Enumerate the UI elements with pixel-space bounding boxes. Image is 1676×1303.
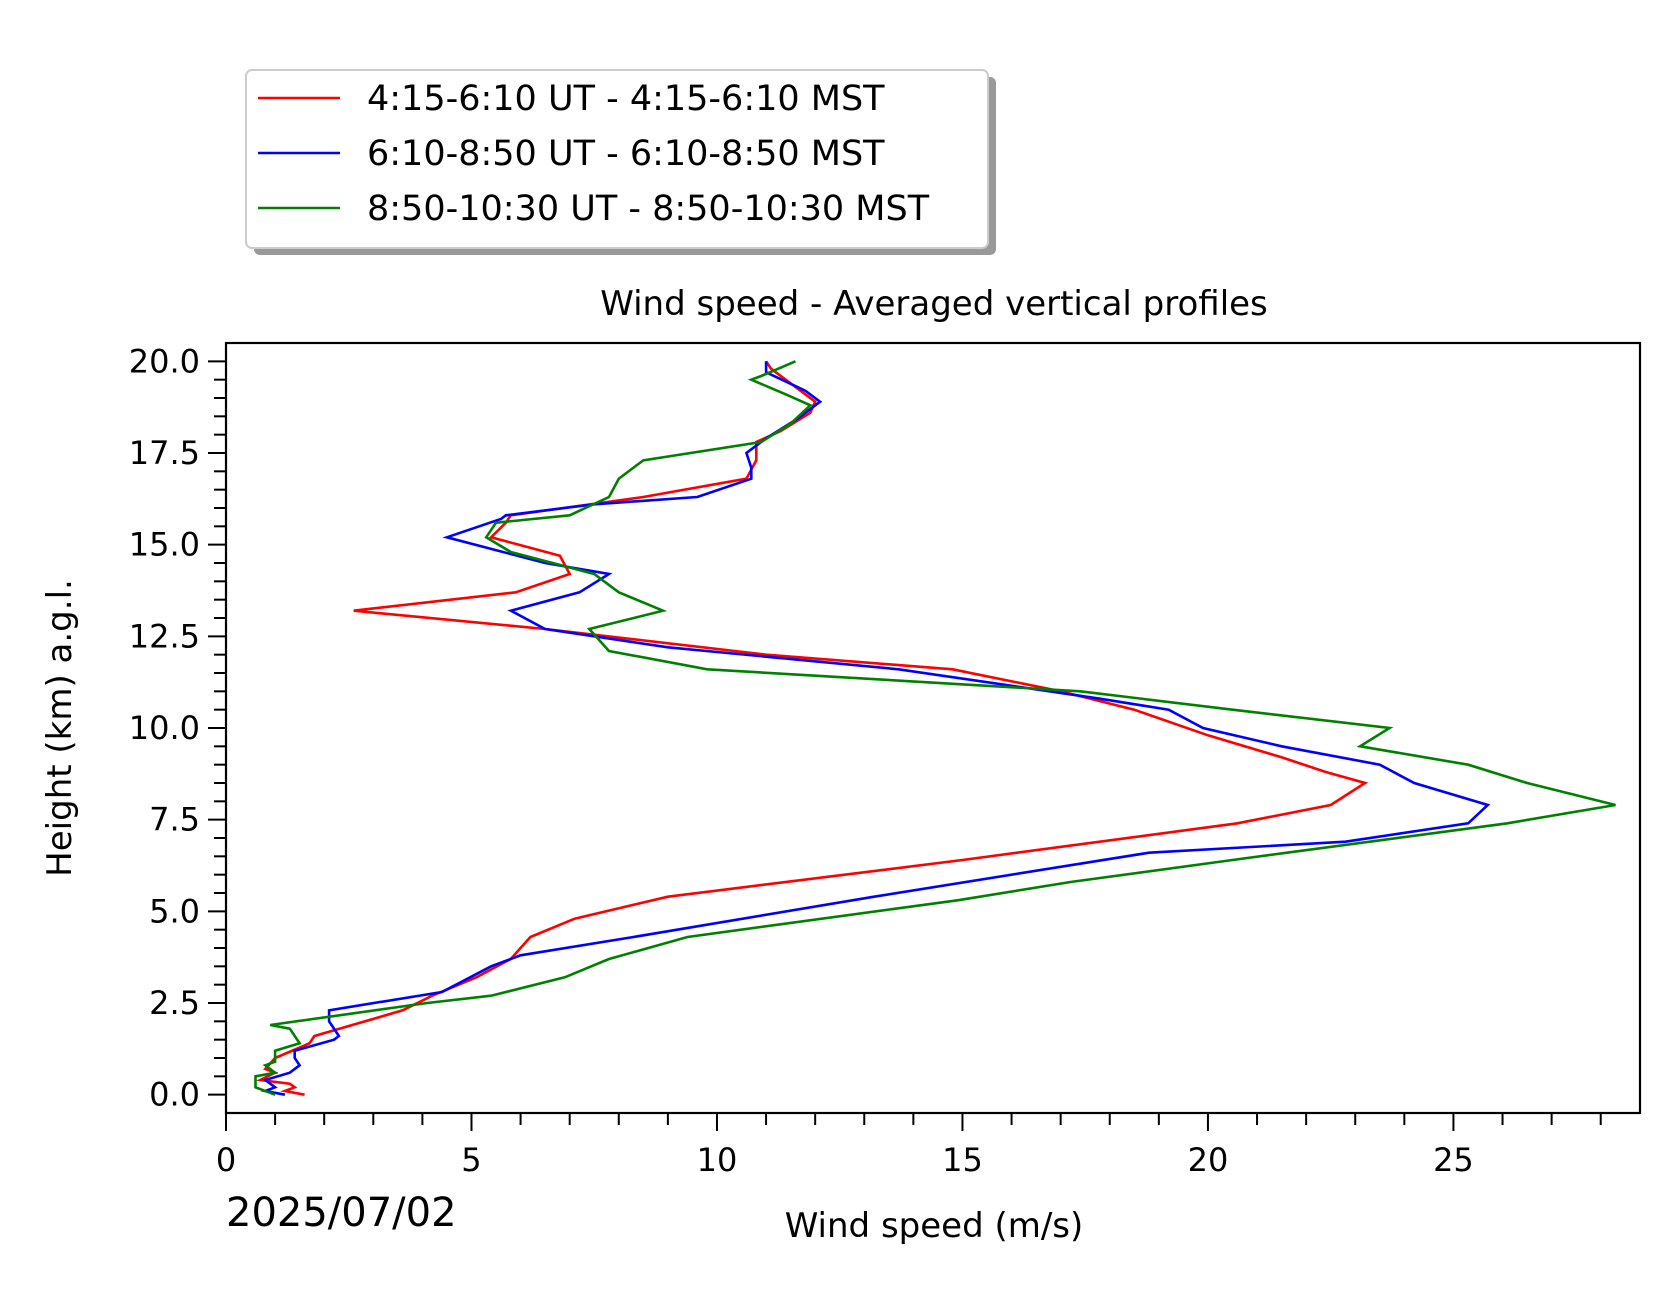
y-axis-label: Height (km) a.g.l. (40, 579, 80, 877)
y-tick-label: 2.5 (149, 984, 200, 1022)
x-tick-label: 0 (216, 1141, 236, 1179)
y-tick-label: 20.0 (129, 342, 200, 380)
x-tick-label: 20 (1188, 1141, 1229, 1179)
y-tick-label: 12.5 (129, 617, 200, 655)
series-line-1 (255, 360, 1369, 1096)
y-tick-label: 10.0 (129, 709, 200, 747)
chart-title: Wind speed - Averaged vertical profiles (600, 284, 1268, 324)
y-tick-label: 5.0 (149, 892, 200, 930)
legend-label-2: 6:10-8:50 UT - 6:10-8:50 MST (367, 134, 885, 174)
x-tick-label: 5 (461, 1141, 481, 1179)
legend-box (245, 69, 989, 249)
y-tick-label: 15.0 (129, 526, 200, 564)
x-tick-label: 25 (1433, 1141, 1474, 1179)
x-tick-label: 10 (697, 1141, 738, 1179)
series-line-3 (254, 360, 1616, 1096)
series-line-2 (260, 361, 1491, 1096)
x-tick-label: 15 (942, 1141, 983, 1179)
legend-label-1: 4:15-6:10 UT - 4:15-6:10 MST (367, 79, 885, 119)
date-label: 2025/07/02 (226, 1190, 457, 1236)
y-tick-label: 7.5 (149, 801, 200, 839)
y-tick-label: 0.0 (149, 1076, 200, 1114)
y-tick-label: 17.5 (129, 434, 200, 472)
x-axis-label: Wind speed (m/s) (785, 1206, 1084, 1246)
legend-label-3: 8:50-10:30 UT - 8:50-10:30 MST (367, 189, 930, 229)
plot-frame (224, 341, 1642, 1115)
legend: 4:15-6:10 UT - 4:15-6:10 MST 6:10-8:50 UT… (245, 69, 996, 255)
